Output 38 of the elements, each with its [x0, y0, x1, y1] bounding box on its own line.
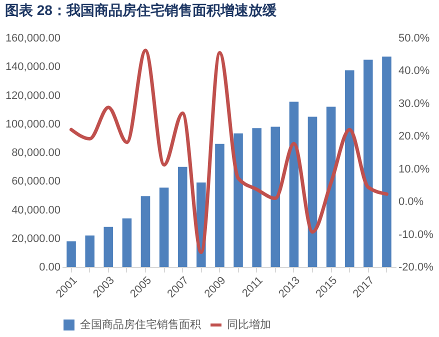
y2-tick-label: 50.0% [398, 32, 430, 44]
chart-title: 图表 28：我国商品房住宅销售面积增速放缓 [4, 2, 278, 18]
bar [382, 56, 392, 267]
bar [289, 102, 299, 267]
bar [270, 126, 280, 267]
bar [85, 236, 94, 267]
bar [326, 106, 336, 267]
bar [252, 128, 262, 267]
y-tick-label: 0.00 [39, 262, 60, 274]
bar [234, 133, 243, 267]
legend-label: 全国商品房住宅销售面积 [80, 318, 201, 331]
y2-tick-label: -10.0% [398, 228, 434, 241]
y-tick-label: 140,000.00 [5, 61, 60, 74]
y2-tick-label: 0.0% [398, 196, 424, 208]
bar [159, 188, 169, 267]
bar [364, 60, 373, 267]
y2-tick-label: 30.0% [398, 98, 430, 110]
bar [308, 116, 318, 267]
legend-label: 同比增加 [227, 318, 271, 331]
bar [215, 144, 224, 267]
y-tick-label: 100,000.00 [5, 118, 60, 130]
y2-tick-label: 40.0% [398, 65, 430, 78]
y-tick-label: 80,000.00 [12, 147, 60, 159]
y-tick-label: 20,000.00 [12, 232, 60, 245]
bar [66, 241, 76, 267]
y-tick-label: 40,000.00 [12, 204, 60, 216]
bar [344, 70, 354, 267]
bar [122, 218, 132, 267]
line-series [70, 48, 388, 254]
bar [140, 196, 150, 267]
y2-tick-label: 10.0% [398, 163, 430, 176]
y-tick-label: 60,000.00 [12, 176, 60, 188]
y2-tick-label: 20.0% [398, 130, 430, 143]
y2-tick-label: -20.0% [398, 262, 434, 274]
y-tick-label: 120,000.00 [5, 90, 60, 102]
bar [178, 166, 188, 267]
y-tick-label: 160,000.00 [5, 32, 60, 44]
bar [104, 226, 114, 267]
